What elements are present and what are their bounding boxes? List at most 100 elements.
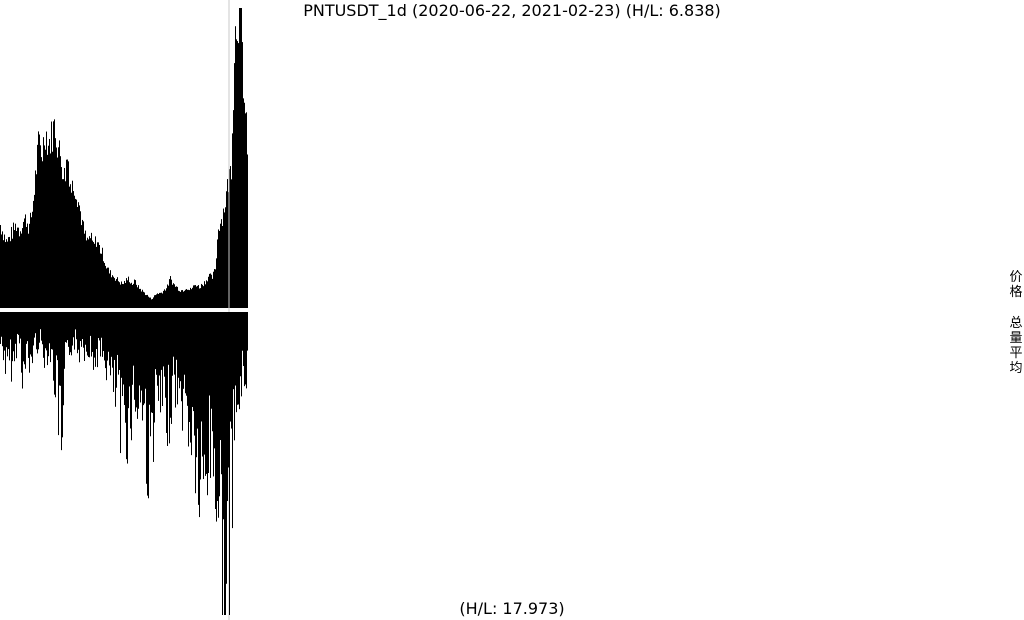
volume-bar — [36, 312, 37, 350]
price-bar — [247, 154, 248, 308]
volume-bar — [189, 312, 190, 422]
price-bar — [81, 225, 82, 308]
price-bar — [185, 289, 186, 308]
volume-bar — [103, 312, 104, 352]
volume-bar — [63, 312, 64, 406]
volume-bar — [50, 312, 51, 363]
volume-bar — [17, 312, 18, 334]
price-bar — [24, 218, 25, 308]
volume-bar — [117, 312, 118, 355]
volume-bar — [139, 312, 140, 386]
price-bar — [150, 297, 151, 308]
volume-bar — [99, 312, 100, 341]
price-bar — [6, 239, 7, 308]
price-bar — [78, 202, 79, 308]
price-bar — [49, 138, 50, 308]
volume-bar — [95, 312, 96, 367]
volume-bar — [77, 312, 78, 354]
price-bar — [136, 284, 137, 308]
volume-bar — [120, 312, 121, 454]
price-bar — [164, 289, 165, 308]
price-bar — [123, 284, 124, 308]
price-bar — [65, 181, 66, 308]
price-bar — [18, 227, 19, 308]
price-bar — [236, 39, 237, 308]
volume-bar — [4, 312, 5, 351]
volume-bar — [145, 312, 146, 389]
volume-bar — [208, 312, 209, 473]
price-bar — [168, 285, 169, 308]
volume-bar — [57, 312, 58, 361]
price-bar — [129, 282, 130, 308]
volume-bar — [86, 312, 87, 352]
price-bar — [170, 276, 171, 308]
price-bar — [232, 133, 233, 308]
volume-bar — [174, 312, 175, 375]
price-bar — [5, 242, 6, 308]
volume-bar — [130, 312, 131, 429]
volume-bar — [158, 312, 159, 401]
volume-bar — [33, 312, 34, 346]
price-bar — [62, 179, 63, 308]
price-bar — [147, 294, 148, 308]
price-bar — [27, 223, 28, 308]
volume-bar — [178, 312, 179, 378]
price-bar — [63, 179, 64, 308]
volume-bar — [235, 312, 236, 386]
volume-bar — [196, 312, 197, 458]
volume-bar — [126, 312, 127, 460]
volume-bar — [225, 312, 226, 615]
price-bar — [40, 145, 41, 308]
volume-bar — [54, 312, 55, 395]
price-bar — [77, 207, 78, 308]
price-bar — [175, 286, 176, 308]
price-bar — [105, 265, 106, 308]
volume-bar — [7, 312, 8, 357]
volume-bar — [111, 312, 112, 357]
price-bar — [115, 280, 116, 308]
volume-bar — [242, 312, 243, 351]
volume-bar — [231, 312, 232, 429]
volume-bar — [169, 312, 170, 444]
volume-bar — [243, 312, 244, 367]
price-bar — [10, 241, 11, 308]
price-bar — [112, 275, 113, 308]
price-bar — [14, 230, 15, 308]
price-bar — [99, 244, 100, 308]
price-bar — [94, 243, 95, 308]
volume-bar — [209, 312, 210, 396]
volume-bar — [210, 312, 211, 478]
price-bar — [221, 219, 222, 308]
volume-bar — [247, 312, 248, 351]
price-bar — [238, 43, 239, 308]
volume-bar — [175, 312, 176, 408]
volume-bar — [13, 312, 14, 352]
price-bar — [100, 253, 101, 308]
volume-bar — [91, 312, 92, 357]
price-bar — [226, 191, 227, 308]
price-bar — [108, 267, 109, 308]
volume-bar — [182, 312, 183, 431]
price-bar — [211, 274, 212, 308]
volume-bar — [220, 312, 221, 441]
price-bar — [239, 8, 240, 308]
volume-bar — [181, 312, 182, 402]
price-bar — [204, 281, 205, 308]
price-bar — [245, 113, 246, 308]
price-bar — [146, 295, 147, 308]
volume-bar — [213, 312, 214, 477]
price-bar — [192, 287, 193, 308]
price-bar — [19, 236, 20, 308]
volume-bar — [96, 312, 97, 350]
volume-bar — [110, 312, 111, 376]
price-bar — [126, 278, 127, 308]
volume-bar — [118, 312, 119, 375]
price-bar — [225, 207, 226, 308]
price-bar — [155, 295, 156, 308]
price-bar — [220, 223, 221, 308]
volume-bar — [191, 312, 192, 456]
price-bar — [152, 298, 153, 308]
volume-bar — [193, 312, 194, 412]
volume-bar — [60, 312, 61, 386]
